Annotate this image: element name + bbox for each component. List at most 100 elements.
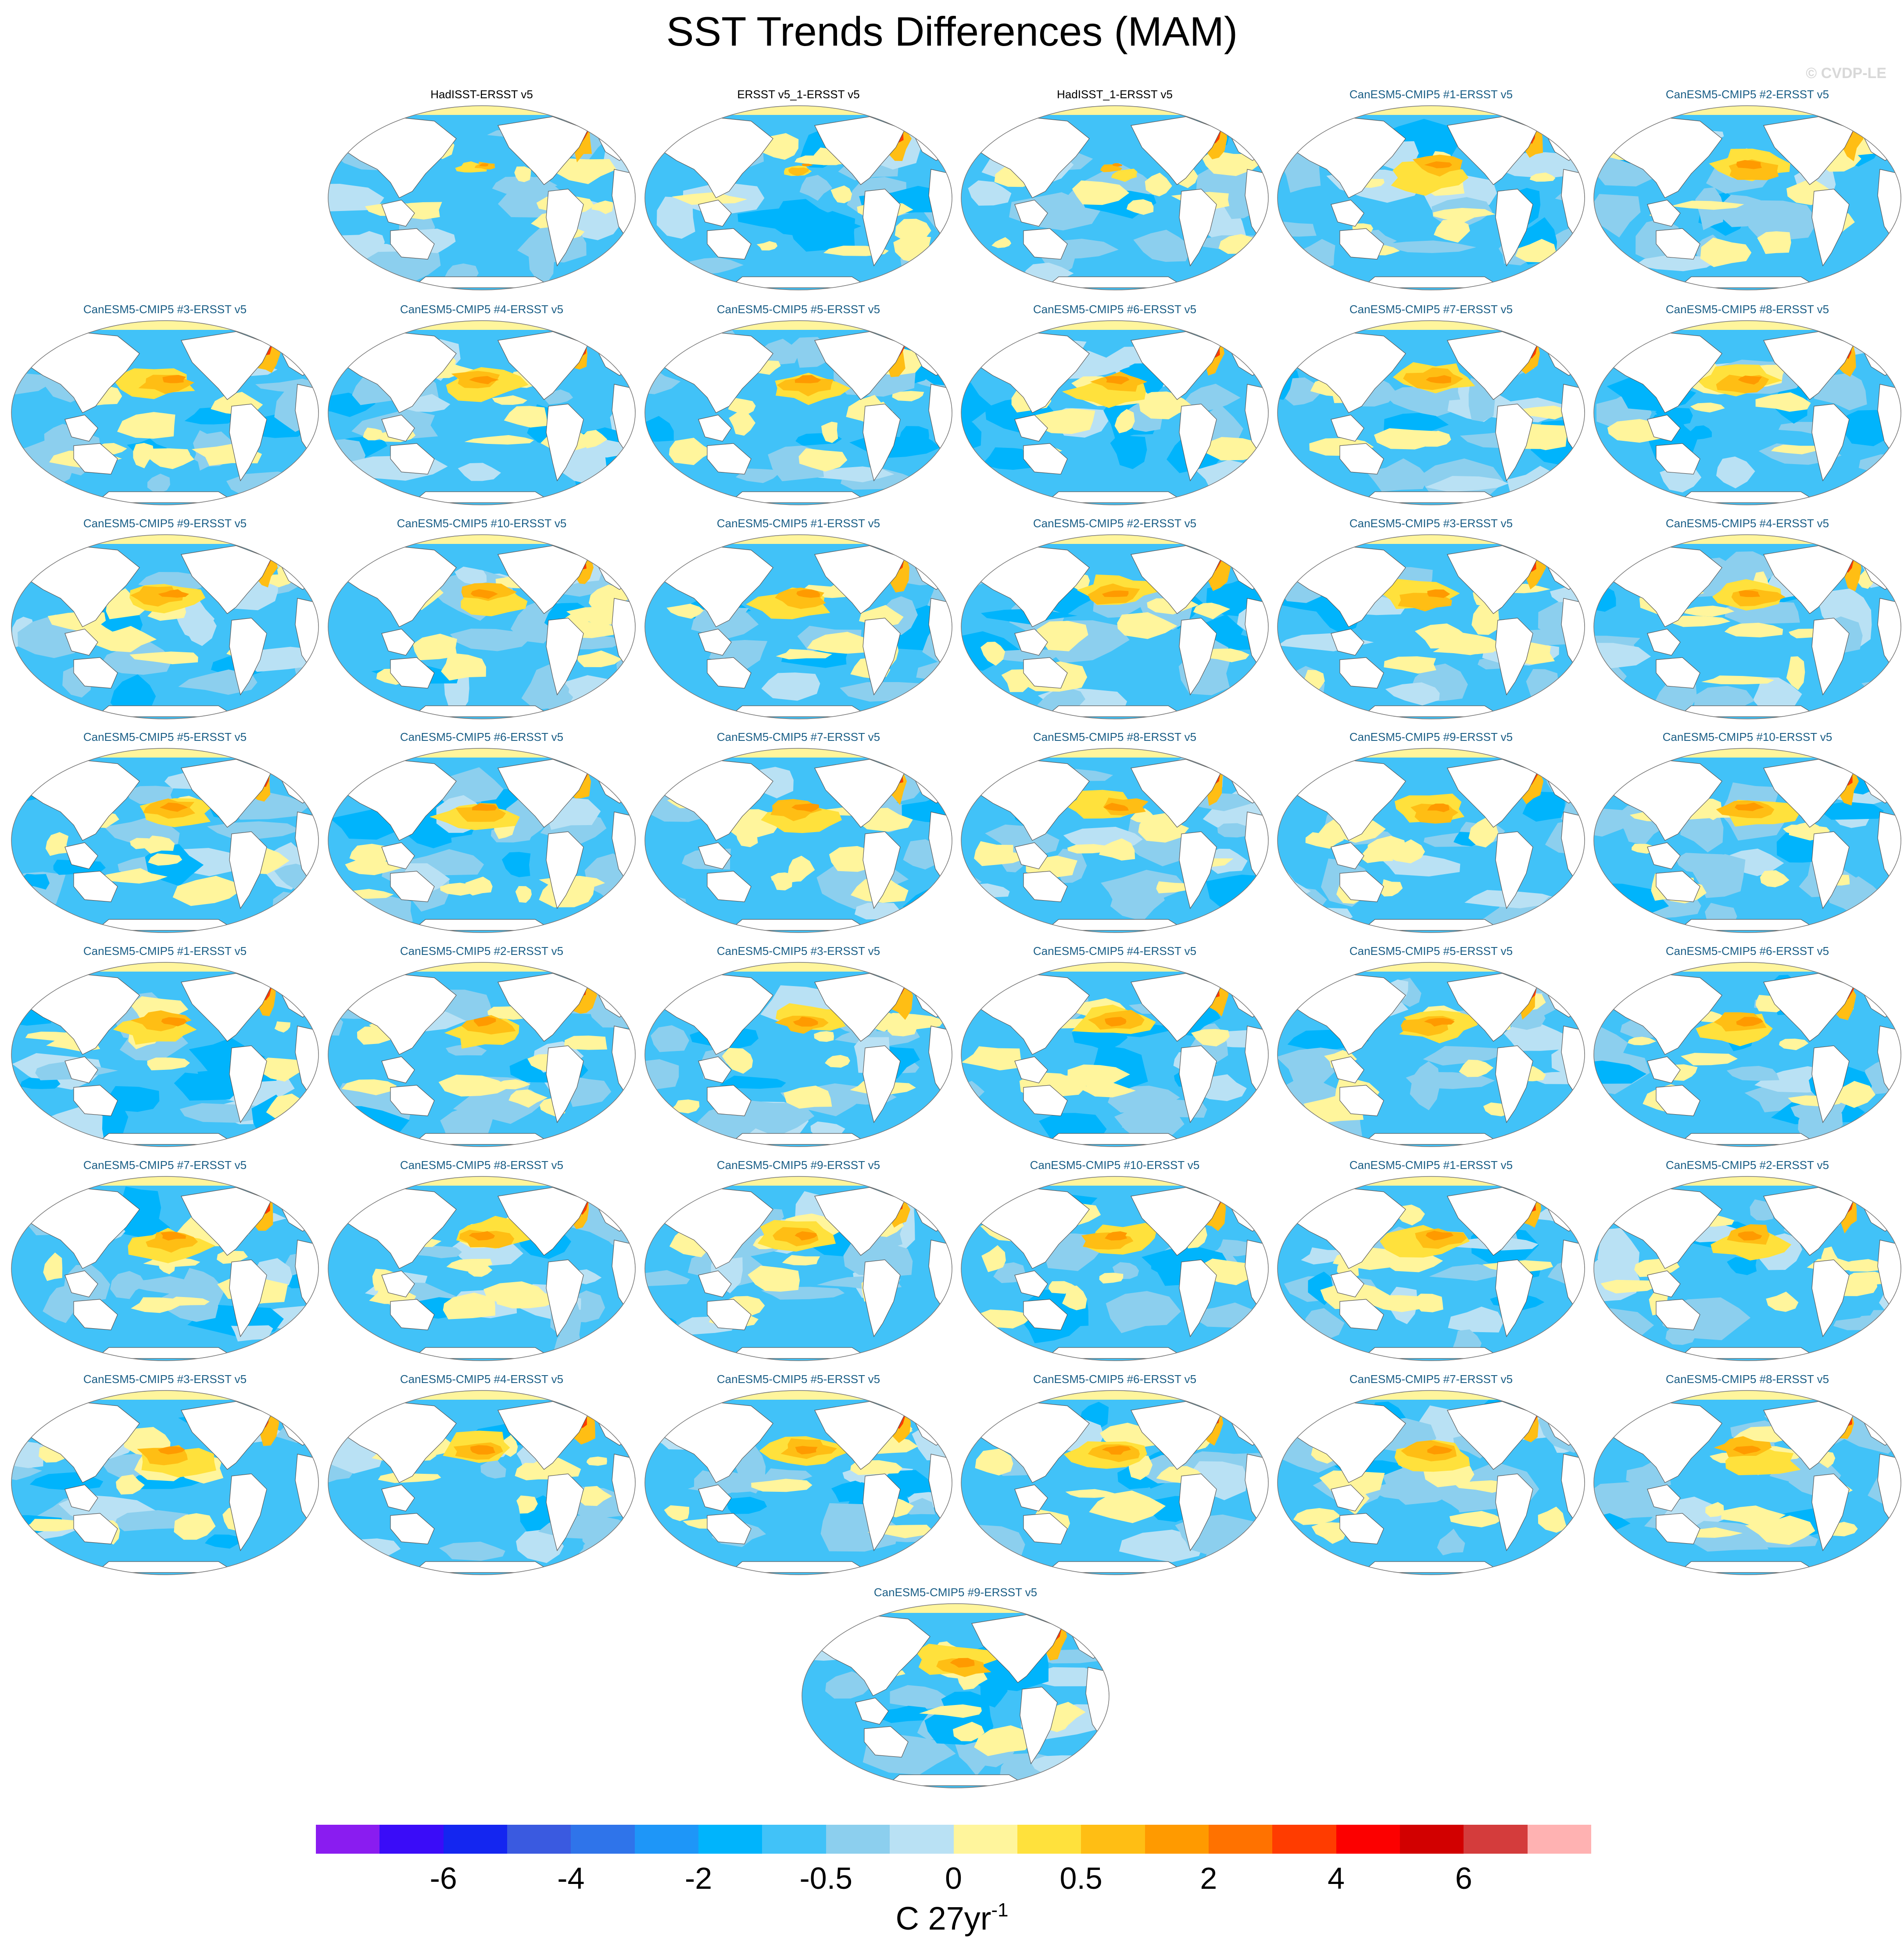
land-mask — [412, 491, 554, 503]
map-panel: CanESM5-CMIP5 #3-ERSST v5 — [8, 1373, 322, 1579]
land-mask — [698, 842, 732, 869]
land-mask — [342, 973, 457, 1055]
panel-title: CanESM5-CMIP5 #7-ERSST v5 — [1349, 303, 1513, 316]
map-panel: CanESM5-CMIP5 #5-ERSST v5 — [641, 303, 956, 509]
land-mask — [728, 491, 871, 503]
land-mask — [1656, 657, 1700, 689]
land-mask — [975, 1187, 1090, 1269]
land-mask — [1023, 657, 1068, 689]
sst-field — [328, 535, 635, 719]
sst-trend-difference-map — [961, 1176, 1269, 1361]
colorbar-tick-label: 6 — [1455, 1861, 1472, 1895]
land-mask — [707, 1513, 752, 1544]
land-mask — [698, 1270, 732, 1297]
sst-field — [11, 321, 319, 505]
map-border — [328, 962, 636, 1147]
map-panel: CanESM5-CMIP5 #4-ERSST v5 — [958, 944, 1272, 1151]
sst-trend-difference-map — [328, 105, 636, 290]
sst-trend-difference-map — [1593, 962, 1901, 1147]
land-mask — [1291, 1187, 1406, 1269]
panel-title: HadISST-ERSST v5 — [430, 88, 533, 101]
map-panel: CanESM5-CMIP5 #8-ERSST v5 — [1590, 1373, 1904, 1579]
land-mask — [1811, 618, 1850, 696]
units-base: C 27yr — [895, 1900, 991, 1937]
panel-title: CanESM5-CMIP5 #2-ERSST v5 — [1665, 1158, 1829, 1172]
land-mask — [73, 443, 118, 475]
map-panel: CanESM5-CMIP5 #9-ERSST v5 — [1274, 730, 1588, 936]
land-mask — [64, 842, 98, 869]
map-border — [644, 534, 952, 719]
panel-title: CanESM5-CMIP5 #9-ERSST v5 — [716, 1158, 880, 1172]
colorbar — [316, 1825, 1592, 1854]
land-mask — [863, 1045, 901, 1123]
colorbar-swatch — [507, 1825, 571, 1854]
map-border — [1277, 962, 1585, 1147]
land-mask — [95, 1561, 237, 1573]
map-border — [1277, 1176, 1585, 1361]
map-panel: CanESM5-CMIP5 #2-ERSST v5 — [958, 517, 1272, 723]
land-mask — [381, 629, 415, 656]
land-mask — [1656, 1085, 1700, 1116]
land-mask — [659, 759, 773, 841]
map-border — [961, 534, 1269, 719]
sst-field — [1594, 1176, 1901, 1361]
panel-title: CanESM5-CMIP5 #2-ERSST v5 — [1665, 88, 1829, 101]
land-mask — [1607, 331, 1722, 413]
colorbar-swatch — [1464, 1825, 1528, 1854]
sst-trend-difference-map — [11, 962, 319, 1147]
land-mask — [64, 1270, 98, 1297]
map-border — [1593, 748, 1901, 933]
land-mask — [1607, 545, 1722, 627]
land-mask — [1045, 1561, 1187, 1573]
panel-title: CanESM5-CMIP5 #3-ERSST v5 — [1349, 517, 1513, 530]
map-border — [961, 962, 1269, 1147]
sst-trend-difference-map — [1277, 962, 1585, 1147]
land-mask — [1607, 759, 1722, 841]
land-mask — [546, 1045, 584, 1123]
panel-title: CanESM5-CMIP5 #8-ERSST v5 — [400, 1158, 564, 1172]
panel-title: CanESM5-CMIP5 #9-ERSST v5 — [83, 517, 247, 530]
land-mask — [229, 1045, 267, 1123]
map-border — [328, 105, 636, 290]
land-mask — [25, 1187, 140, 1269]
land-mask — [1014, 1056, 1048, 1083]
land-mask — [1656, 1513, 1700, 1544]
land-mask — [546, 1473, 584, 1551]
map-border — [1277, 105, 1585, 290]
land-mask — [73, 1085, 118, 1116]
colorbar-units: C 27yr-1 — [0, 1899, 1904, 1937]
map-panel: CanESM5-CMIP5 #1-ERSST v5 — [1274, 88, 1588, 294]
land-mask — [1811, 1259, 1850, 1337]
land-mask — [229, 831, 267, 909]
sst-trend-difference-map — [644, 1176, 952, 1361]
land-mask — [381, 415, 415, 442]
land-mask — [1495, 404, 1533, 482]
panel-title: CanESM5-CMIP5 #4-ERSST v5 — [1665, 517, 1829, 530]
panel-title: CanESM5-CMIP5 #2-ERSST v5 — [400, 944, 564, 958]
land-mask — [1495, 1045, 1533, 1123]
map-panel: CanESM5-CMIP5 #1-ERSST v5 — [1274, 1158, 1588, 1365]
sst-trend-difference-map — [1593, 1390, 1901, 1575]
land-mask — [1677, 276, 1820, 288]
land-mask — [1014, 200, 1048, 227]
land-mask — [1361, 491, 1503, 503]
colorbar-tick-label: -0.5 — [799, 1861, 853, 1895]
sst-trend-difference-map — [961, 962, 1269, 1147]
land-mask — [1179, 1473, 1217, 1551]
map-panel: CanESM5-CMIP5 #2-ERSST v5 — [1590, 88, 1904, 294]
sst-trend-difference-map — [961, 320, 1269, 505]
map-panel: CanESM5-CMIP5 #6-ERSST v5 — [325, 730, 639, 936]
land-mask — [1014, 415, 1048, 442]
sst-field — [1594, 748, 1901, 933]
map-border — [11, 1390, 319, 1575]
land-mask — [95, 1347, 237, 1359]
map-panel: CanESM5-CMIP5 #8-ERSST v5 — [1590, 303, 1904, 509]
sst-field — [11, 1390, 319, 1575]
land-mask — [975, 545, 1090, 627]
land-mask — [95, 705, 237, 717]
map-border — [328, 748, 636, 933]
land-mask — [1647, 842, 1681, 869]
panel-title: CanESM5-CMIP5 #5-ERSST v5 — [83, 730, 247, 743]
land-mask — [381, 1270, 415, 1297]
land-mask — [707, 443, 752, 475]
